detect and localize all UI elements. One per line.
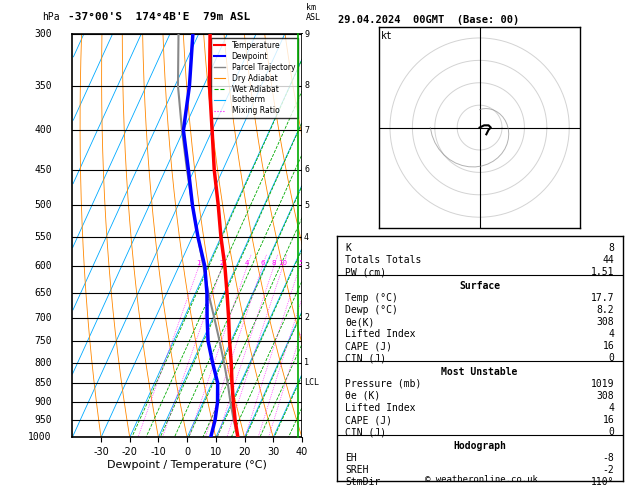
- Text: Pressure (mb): Pressure (mb): [345, 379, 421, 389]
- Text: Temp (°C): Temp (°C): [345, 293, 398, 303]
- Text: 8: 8: [304, 81, 309, 90]
- Text: 7: 7: [304, 126, 309, 135]
- Text: 16: 16: [603, 415, 614, 425]
- Text: Totals Totals: Totals Totals: [345, 255, 421, 265]
- Text: PW (cm): PW (cm): [345, 267, 386, 277]
- Text: 5: 5: [304, 201, 309, 209]
- Text: K: K: [345, 243, 351, 253]
- Text: 0: 0: [608, 427, 614, 437]
- Text: 600: 600: [34, 261, 52, 271]
- Text: 10: 10: [279, 260, 287, 266]
- Text: 350: 350: [34, 81, 52, 91]
- Text: Lifted Index: Lifted Index: [345, 403, 416, 413]
- Text: 17.7: 17.7: [591, 293, 614, 303]
- Text: 29.04.2024  00GMT  (Base: 00): 29.04.2024 00GMT (Base: 00): [338, 15, 519, 25]
- Text: 500: 500: [34, 200, 52, 210]
- Text: -2: -2: [603, 465, 614, 475]
- Text: 450: 450: [34, 165, 52, 175]
- Text: 750: 750: [34, 336, 52, 346]
- Text: LCL: LCL: [304, 379, 319, 387]
- Text: 6: 6: [260, 260, 265, 266]
- Text: 110°: 110°: [591, 477, 614, 486]
- Text: Surface: Surface: [459, 281, 500, 291]
- X-axis label: Dewpoint / Temperature (°C): Dewpoint / Temperature (°C): [107, 460, 267, 470]
- Text: 2: 2: [220, 260, 225, 266]
- Text: 900: 900: [34, 397, 52, 407]
- Text: 4: 4: [608, 403, 614, 413]
- Text: 8: 8: [608, 243, 614, 253]
- Text: 4: 4: [304, 233, 309, 242]
- Text: 850: 850: [34, 378, 52, 388]
- Text: θe(K): θe(K): [345, 317, 374, 327]
- Text: Dewp (°C): Dewp (°C): [345, 305, 398, 315]
- Text: 550: 550: [34, 232, 52, 242]
- Text: 1.51: 1.51: [591, 267, 614, 277]
- Text: 44: 44: [603, 255, 614, 265]
- Text: 8: 8: [272, 260, 276, 266]
- Text: 6: 6: [304, 165, 309, 174]
- Text: kt: kt: [381, 31, 392, 41]
- Text: 4: 4: [608, 329, 614, 339]
- Text: 4: 4: [245, 260, 249, 266]
- Text: 15: 15: [296, 260, 304, 266]
- Text: 8.2: 8.2: [596, 305, 614, 315]
- Text: Hodograph: Hodograph: [453, 441, 506, 451]
- Text: 950: 950: [34, 415, 52, 425]
- Text: Lifted Index: Lifted Index: [345, 329, 416, 339]
- Text: 1: 1: [304, 358, 309, 367]
- Text: 800: 800: [34, 358, 52, 367]
- Text: 3: 3: [304, 262, 309, 271]
- Text: 1: 1: [197, 260, 201, 266]
- Text: 1019: 1019: [591, 379, 614, 389]
- Text: 700: 700: [34, 313, 52, 323]
- Text: 650: 650: [34, 288, 52, 298]
- Text: © weatheronline.co.uk: © weatheronline.co.uk: [425, 474, 538, 484]
- Text: θe (K): θe (K): [345, 391, 381, 401]
- Text: 308: 308: [596, 317, 614, 327]
- Text: 9: 9: [304, 30, 309, 38]
- Legend: Temperature, Dewpoint, Parcel Trajectory, Dry Adiabat, Wet Adiabat, Isotherm, Mi: Temperature, Dewpoint, Parcel Trajectory…: [211, 38, 298, 119]
- Text: StmDir: StmDir: [345, 477, 381, 486]
- Text: 300: 300: [34, 29, 52, 39]
- Text: Most Unstable: Most Unstable: [442, 367, 518, 377]
- Text: hPa: hPa: [43, 12, 60, 22]
- Text: 0: 0: [608, 353, 614, 363]
- Text: km
ASL: km ASL: [306, 2, 321, 22]
- Text: -37°00'S  174°4B'E  79m ASL: -37°00'S 174°4B'E 79m ASL: [69, 12, 251, 22]
- Text: CIN (J): CIN (J): [345, 427, 386, 437]
- Text: 400: 400: [34, 125, 52, 136]
- Text: CAPE (J): CAPE (J): [345, 341, 392, 351]
- Text: EH: EH: [345, 453, 357, 463]
- Text: 308: 308: [596, 391, 614, 401]
- Text: 2: 2: [304, 313, 309, 322]
- Text: 16: 16: [603, 341, 614, 351]
- Text: -8: -8: [603, 453, 614, 463]
- Text: CAPE (J): CAPE (J): [345, 415, 392, 425]
- Text: 1000: 1000: [28, 433, 52, 442]
- Text: SREH: SREH: [345, 465, 369, 475]
- Text: CIN (J): CIN (J): [345, 353, 386, 363]
